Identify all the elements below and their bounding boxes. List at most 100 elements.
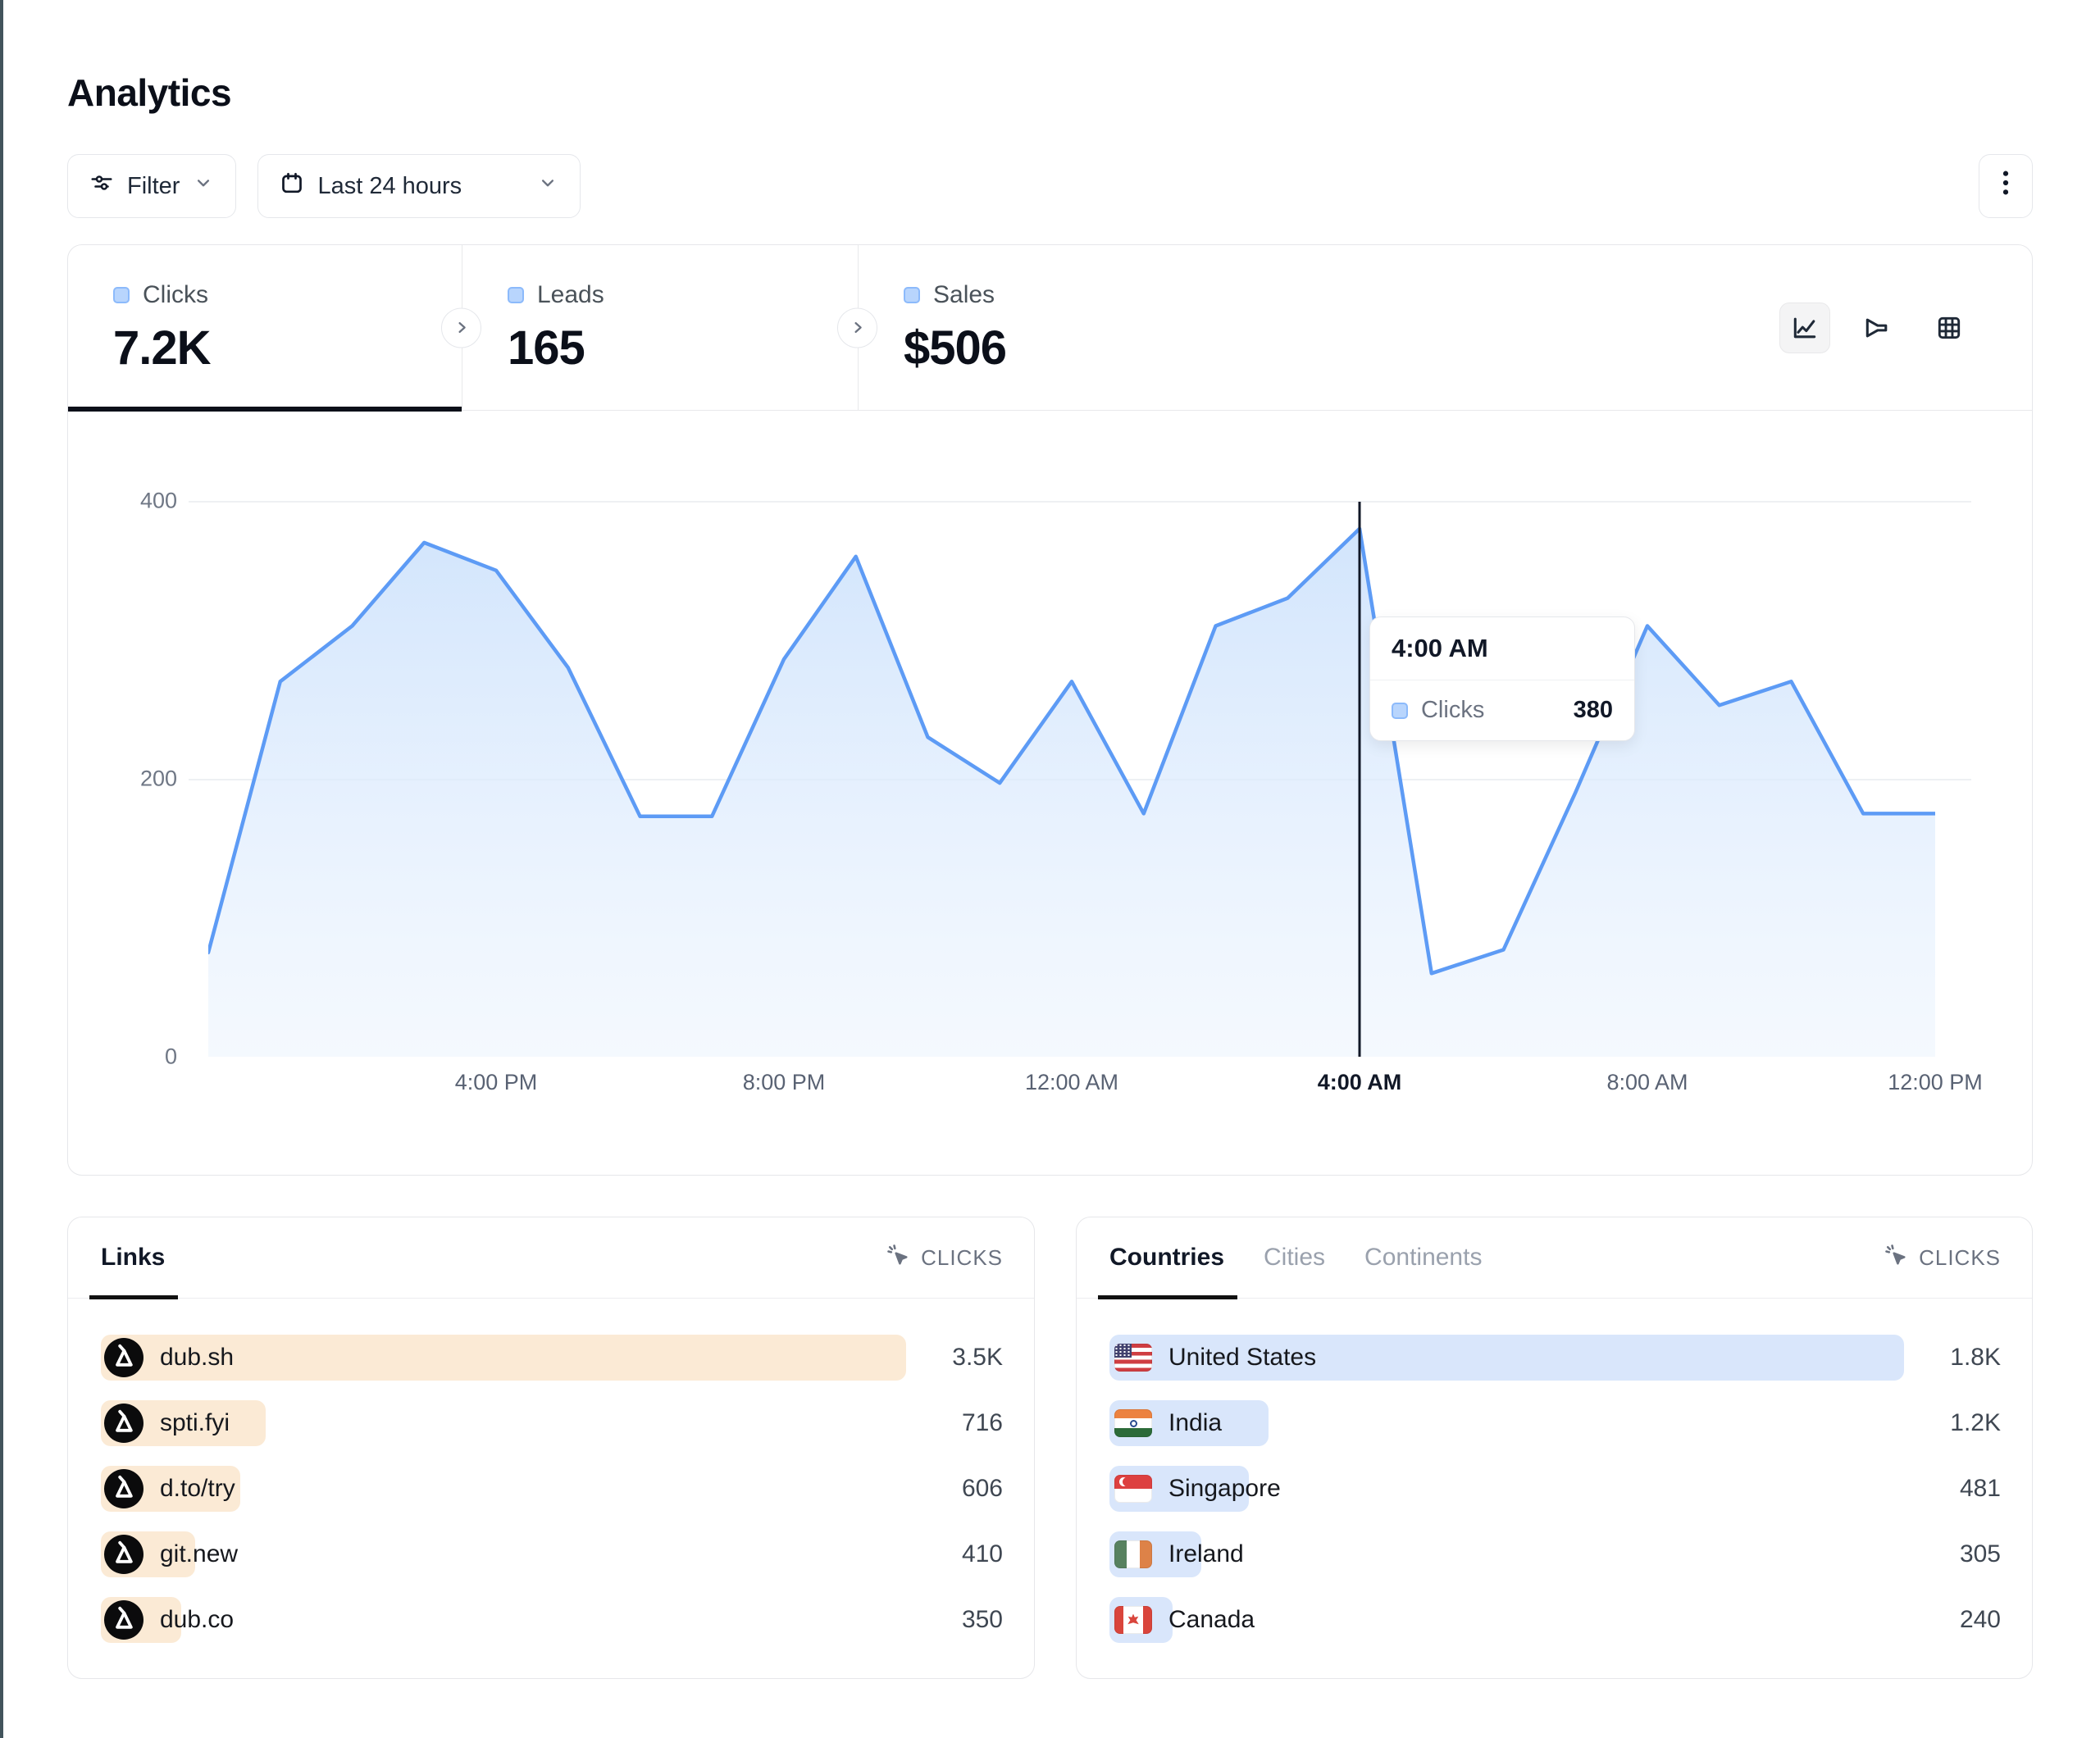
- country-label: Ireland: [1168, 1540, 1244, 1567]
- x-axis-label: 12:00 AM: [1024, 1070, 1119, 1094]
- tab-links[interactable]: Links: [89, 1217, 179, 1299]
- table-row[interactable]: dub.co 350: [101, 1597, 1003, 1643]
- table-row[interactable]: Singapore 481: [1109, 1466, 2001, 1512]
- link-bar: dub.co: [101, 1597, 234, 1643]
- chevron-right-icon[interactable]: [441, 307, 481, 348]
- link-bar: git.new: [101, 1531, 238, 1577]
- table-row[interactable]: dub.sh 3.5K: [101, 1335, 1003, 1381]
- date-range-button[interactable]: Last 24 hours: [257, 154, 581, 218]
- countries-metric-label: CLICKS: [1919, 1244, 2001, 1270]
- toolbar: Filter Last 24 hours: [67, 154, 2033, 218]
- link-label: spti.fyi: [160, 1409, 230, 1436]
- dub-logo-icon: [104, 1469, 143, 1508]
- country-bar: United States: [1109, 1335, 1904, 1381]
- funnel-view-button[interactable]: [1852, 303, 1902, 353]
- tooltip-series-label: Clicks: [1420, 697, 1485, 723]
- canada-flag-icon: [1114, 1606, 1152, 1634]
- chevron-right-icon[interactable]: [837, 307, 877, 348]
- chart-plot-area[interactable]: 4:00 AM Clicks 380 0 200 400: [140, 462, 1971, 1069]
- y-axis-label: 400: [139, 488, 177, 513]
- table-row[interactable]: Ireland 305: [1109, 1531, 2001, 1577]
- country-clicks-value: 305: [1959, 1540, 2001, 1567]
- country-label: India: [1168, 1409, 1223, 1436]
- cursor-click-icon: [885, 1242, 911, 1274]
- table-row[interactable]: United States 1.8K: [1109, 1335, 2001, 1381]
- date-range-label: Last 24 hours: [317, 172, 462, 199]
- x-axis-label: 8:00 PM: [742, 1070, 826, 1094]
- countries-panel: Countries Cities Continents CLICKS: [1076, 1217, 2033, 1679]
- page-title: Analytics: [67, 71, 232, 114]
- india-flag-icon: [1114, 1409, 1152, 1437]
- chart-view-switcher: [1779, 245, 2032, 410]
- dub-logo-icon: [104, 1338, 143, 1377]
- country-label: United States: [1168, 1344, 1317, 1371]
- country-label: Singapore: [1168, 1475, 1281, 1502]
- link-clicks-value: 606: [961, 1475, 1003, 1502]
- tab-clicks[interactable]: Clicks 7.2K: [68, 245, 481, 412]
- tab-sales[interactable]: Sales $506: [859, 245, 1779, 410]
- link-clicks-value: 716: [961, 1409, 1003, 1436]
- chevron-down-icon: [537, 172, 558, 200]
- table-row[interactable]: spti.fyi 716: [101, 1400, 1003, 1446]
- singapore-flag-icon: [1114, 1475, 1152, 1503]
- tooltip-legend-swatch: [1391, 702, 1408, 719]
- us-flag-icon: [1114, 1344, 1152, 1372]
- chart-tooltip: 4:00 AM Clicks 380: [1369, 616, 1635, 741]
- country-clicks-value: 1.2K: [1950, 1409, 2001, 1436]
- chevron-down-icon: [193, 172, 214, 200]
- filter-button-label: Filter: [127, 172, 180, 199]
- country-bar: Ireland: [1109, 1531, 1244, 1577]
- link-bar: dub.sh: [101, 1335, 906, 1381]
- country-clicks-value: 1.8K: [1950, 1344, 2001, 1371]
- table-row[interactable]: Canada 240: [1109, 1597, 2001, 1643]
- link-clicks-value: 350: [961, 1606, 1003, 1633]
- table-view-button[interactable]: [1924, 303, 1975, 353]
- link-clicks-value: 410: [961, 1540, 1003, 1567]
- dub-logo-icon: [104, 1404, 143, 1443]
- clicks-label: Clicks: [143, 281, 208, 308]
- line-chart-view-button[interactable]: [1779, 302, 1830, 353]
- links-metric-label: CLICKS: [921, 1244, 1003, 1270]
- calendar-icon: [280, 171, 304, 202]
- tab-cities[interactable]: Cities: [1264, 1244, 1326, 1271]
- cursor-click-icon: [1883, 1242, 1909, 1274]
- country-bar: Singapore: [1109, 1466, 1281, 1512]
- links-metric-selector[interactable]: CLICKS: [885, 1242, 1003, 1274]
- clicks-time-series-chart: 4:00 AM Clicks 380 0 200 400 4:00 PM 8:00 P…: [140, 462, 1983, 1106]
- sales-label: Sales: [933, 281, 995, 308]
- dub-logo-icon: [104, 1600, 143, 1640]
- country-bar: India: [1109, 1400, 1269, 1446]
- country-clicks-value: 240: [1959, 1606, 2001, 1633]
- dub-logo-icon: [104, 1535, 143, 1574]
- table-row[interactable]: India 1.2K: [1109, 1400, 2001, 1446]
- table-row[interactable]: d.to/try 606: [101, 1466, 1003, 1512]
- countries-metric-selector[interactable]: CLICKS: [1883, 1242, 2001, 1274]
- clicks-line: [208, 526, 1935, 976]
- link-clicks-value: 3.5K: [952, 1344, 1003, 1371]
- analytics-card: Clicks 7.2K Leads 165: [67, 244, 2033, 1176]
- chart-crosshair: [1358, 502, 1361, 1057]
- more-options-button[interactable]: [1979, 154, 2033, 218]
- country-label: Canada: [1168, 1606, 1255, 1633]
- filter-button[interactable]: Filter: [67, 154, 237, 218]
- tab-continents[interactable]: Continents: [1364, 1244, 1483, 1271]
- sales-legend-swatch: [904, 287, 920, 303]
- metrics-tabs: Clicks 7.2K Leads 165: [68, 245, 2032, 412]
- area-chart-svg: [208, 526, 1935, 1057]
- link-label: dub.co: [160, 1606, 235, 1633]
- window-left-edge: [0, 0, 3, 1738]
- sales-value: $506: [904, 321, 1007, 375]
- country-clicks-value: 481: [1959, 1475, 2001, 1502]
- area-fill: [208, 528, 1935, 1057]
- tab-countries[interactable]: Countries: [1097, 1217, 1238, 1299]
- link-label: dub.sh: [160, 1344, 235, 1371]
- tab-leads[interactable]: Leads 165: [462, 245, 877, 410]
- x-axis-label: 12:00 PM: [1888, 1070, 1983, 1094]
- clicks-value: 7.2K: [113, 321, 212, 375]
- link-bar: d.to/try: [101, 1466, 240, 1512]
- clicks-legend-swatch: [113, 287, 130, 303]
- country-bar: Canada: [1109, 1597, 1255, 1643]
- table-row[interactable]: git.new 410: [101, 1531, 1003, 1577]
- link-label: git.new: [160, 1540, 239, 1567]
- tooltip-value: 380: [1573, 697, 1613, 723]
